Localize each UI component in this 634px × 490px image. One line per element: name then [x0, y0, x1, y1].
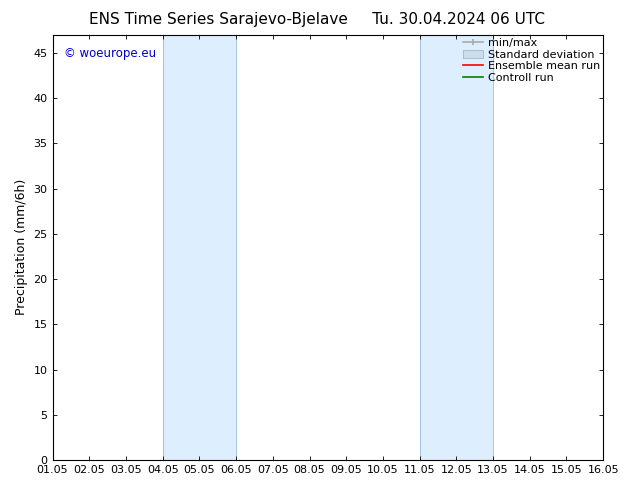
Text: ENS Time Series Sarajevo-Bjelave     Tu. 30.04.2024 06 UTC: ENS Time Series Sarajevo-Bjelave Tu. 30.… — [89, 12, 545, 27]
Y-axis label: Precipitation (mm/6h): Precipitation (mm/6h) — [15, 179, 28, 316]
Bar — [163, 35, 236, 460]
Text: © woeurope.eu: © woeurope.eu — [63, 48, 156, 60]
Bar — [420, 35, 493, 460]
Legend: min/max, Standard deviation, Ensemble mean run, Controll run: min/max, Standard deviation, Ensemble me… — [463, 38, 600, 83]
